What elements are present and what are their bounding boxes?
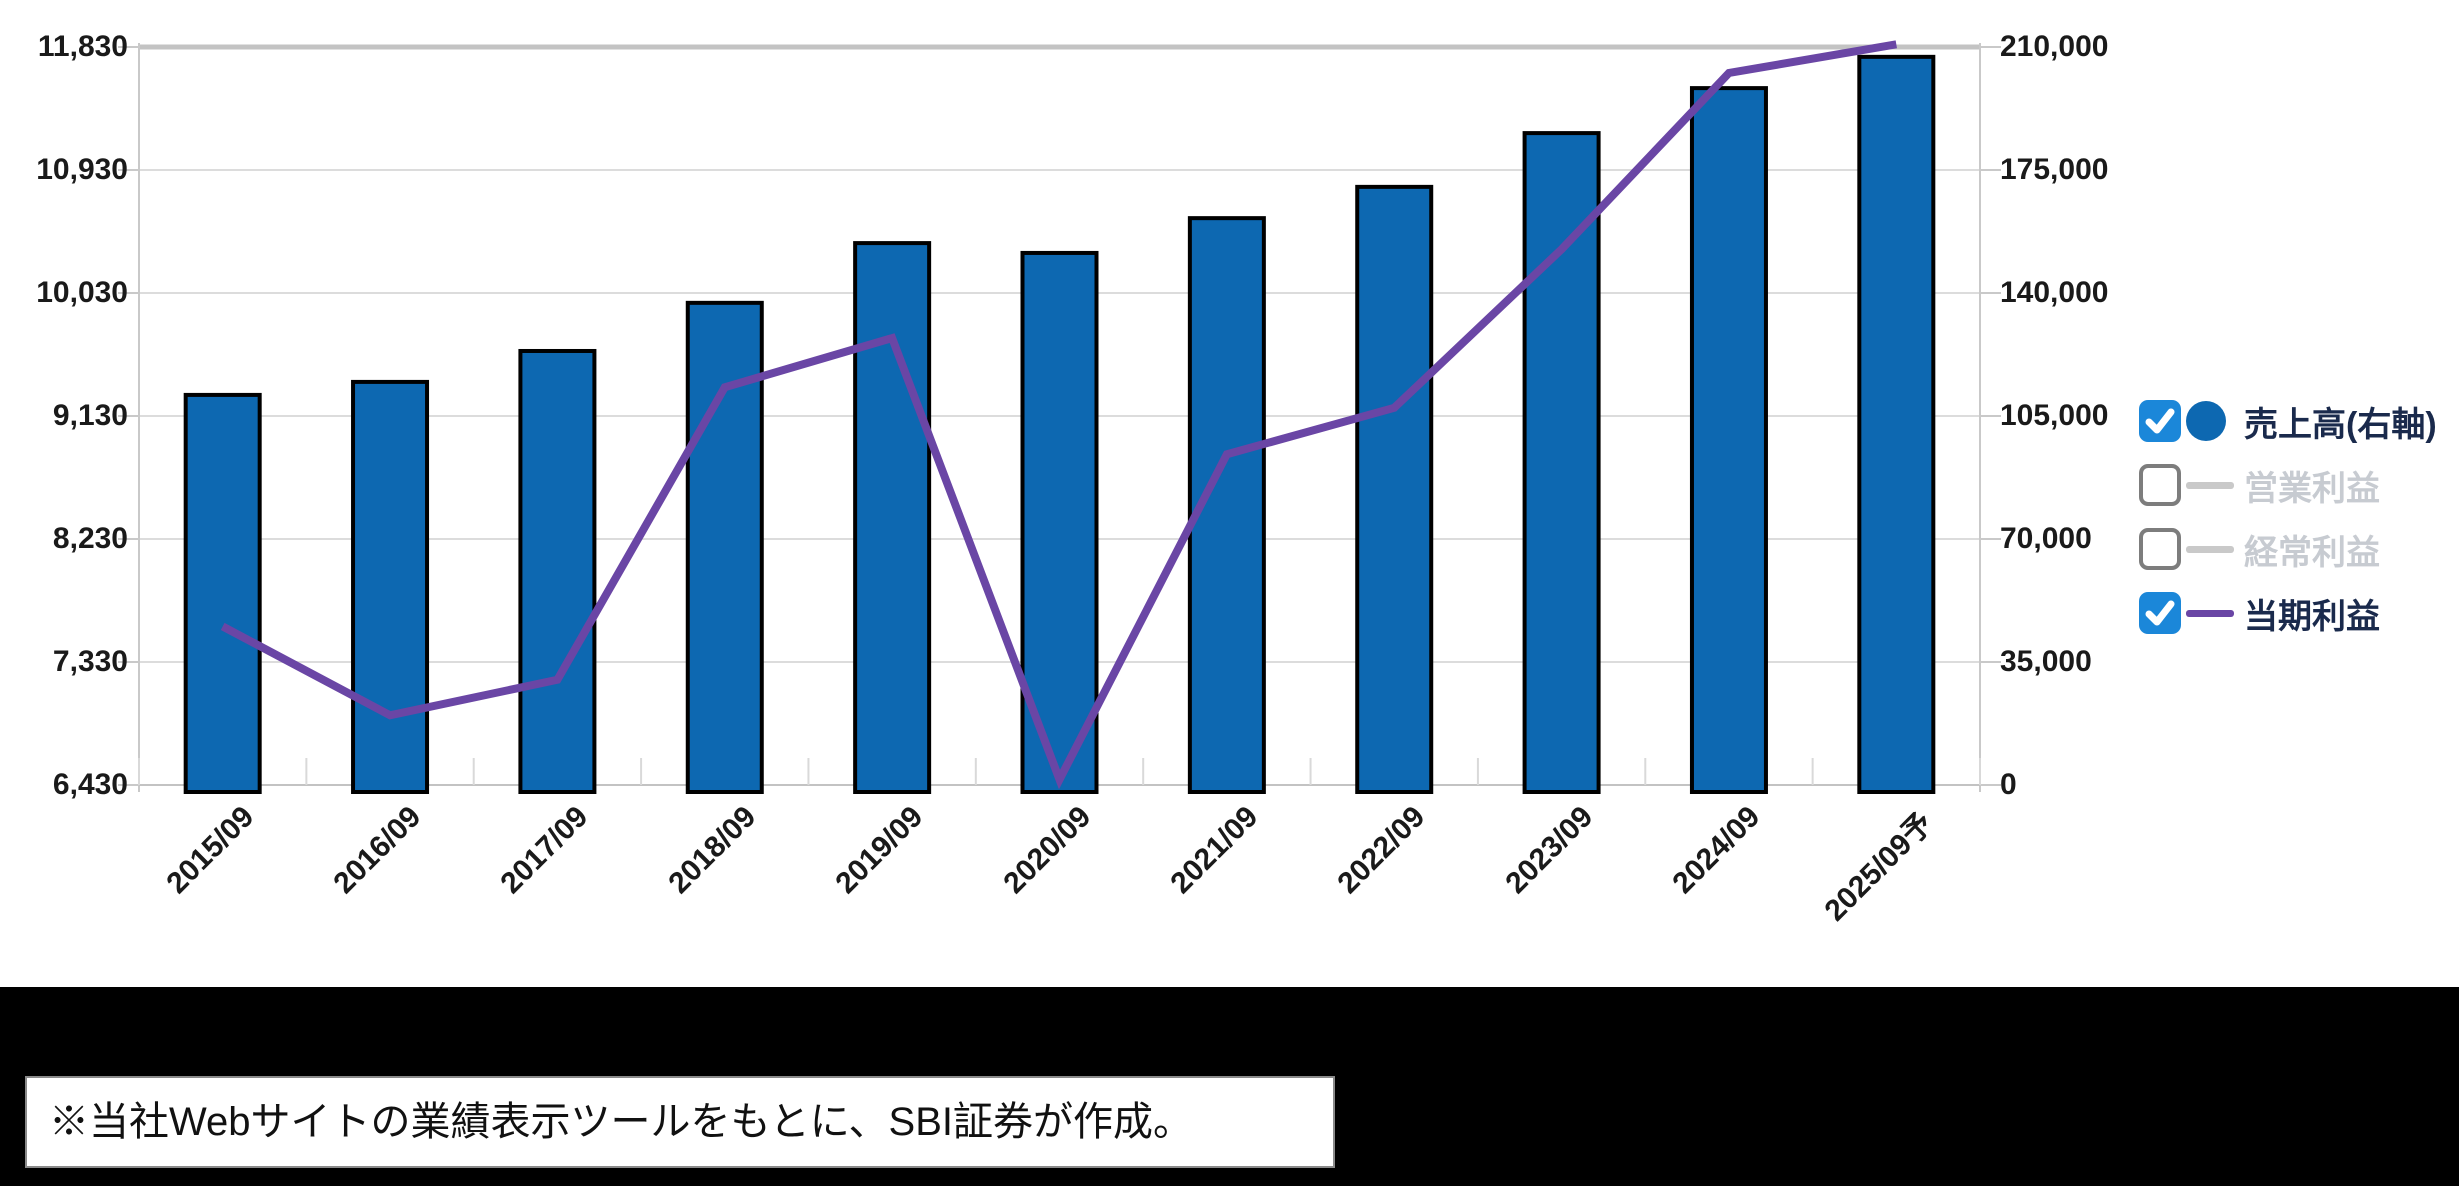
left-axis-tick-label: 8,230 [52,522,128,555]
bar-2020/09 [1020,250,1099,795]
bar-2024/09 [1689,86,1768,795]
legend-item-1: 営業利益 [2139,453,2437,517]
legend-item-3: 当期利益 [2139,581,2437,645]
legend-label: 当期利益 [2244,597,2380,636]
series-line-swatch [2186,545,2236,553]
bar-2022/09 [1355,184,1434,794]
left-axis-tick-label: 9,130 [52,399,128,432]
series-line-swatch [2186,481,2236,489]
checkbox-unchecked-icon[interactable] [2139,464,2181,506]
legend-label: 営業利益 [2244,469,2380,508]
net-income-line [220,40,1897,790]
legend-label: 売上高(右軸) [2244,405,2437,444]
bar-2018/09 [685,300,764,794]
right-axis-tick-label: 70,000 [2000,522,2092,555]
legend-item-0: 売上高(右軸) [2139,389,2437,453]
left-axis-tick-label: 11,830 [37,30,128,63]
legend-item-2: 経常利益 [2139,517,2437,581]
bottom-black-band: ※当社Webサイトの業績表示ツールをもとに、SBI証券が作成。 [0,987,2459,1186]
bar-2017/09 [518,348,597,794]
right-axis-tick-label: 105,000 [2000,399,2109,432]
right-axis-tick-label: 140,000 [2000,276,2109,309]
left-axis-tick-label: 10,030 [36,276,128,309]
checkbox-unchecked-icon[interactable] [2139,528,2181,570]
swatch-mark [2186,401,2226,441]
footnote-text: ※当社Webサイトの業績表示ツールをもとに、SBI証券が作成。 [49,1100,1193,1144]
bar-2016/09 [351,379,430,794]
right-axis-tick-label: 210,000 [2000,30,2109,63]
left-axis-tick-label: 6,430 [52,768,128,801]
checkbox-checked-icon[interactable] [2139,400,2181,442]
swatch-mark [2186,609,2234,617]
bar-2023/09 [1522,131,1601,795]
series-line-swatch [2186,609,2236,617]
swatch-mark [2186,481,2234,489]
legend-label: 経常利益 [2244,533,2380,572]
right-axis-tick-label: 0 [2000,768,2017,801]
swatch-mark [2186,545,2234,553]
bar-2019/09 [853,241,932,794]
series-circle-swatch [2186,401,2236,441]
left-axis-tick-label: 10,930 [36,153,128,186]
plot-area [118,40,2001,795]
checkbox-checked-icon[interactable] [2139,592,2181,634]
bar-2015/09 [183,392,262,794]
bar-2025/09予 [1857,54,1936,794]
footnote-box: ※当社Webサイトの業績表示ツールをもとに、SBI証券が作成。 [25,1076,1335,1168]
right-axis-tick-label: 35,000 [2000,645,2092,678]
legend: 売上高(右軸) 営業利益経常利益当期利益 [2139,389,2437,645]
right-axis-tick-label: 175,000 [2000,153,2109,186]
left-axis-tick-label: 7,330 [52,645,128,678]
